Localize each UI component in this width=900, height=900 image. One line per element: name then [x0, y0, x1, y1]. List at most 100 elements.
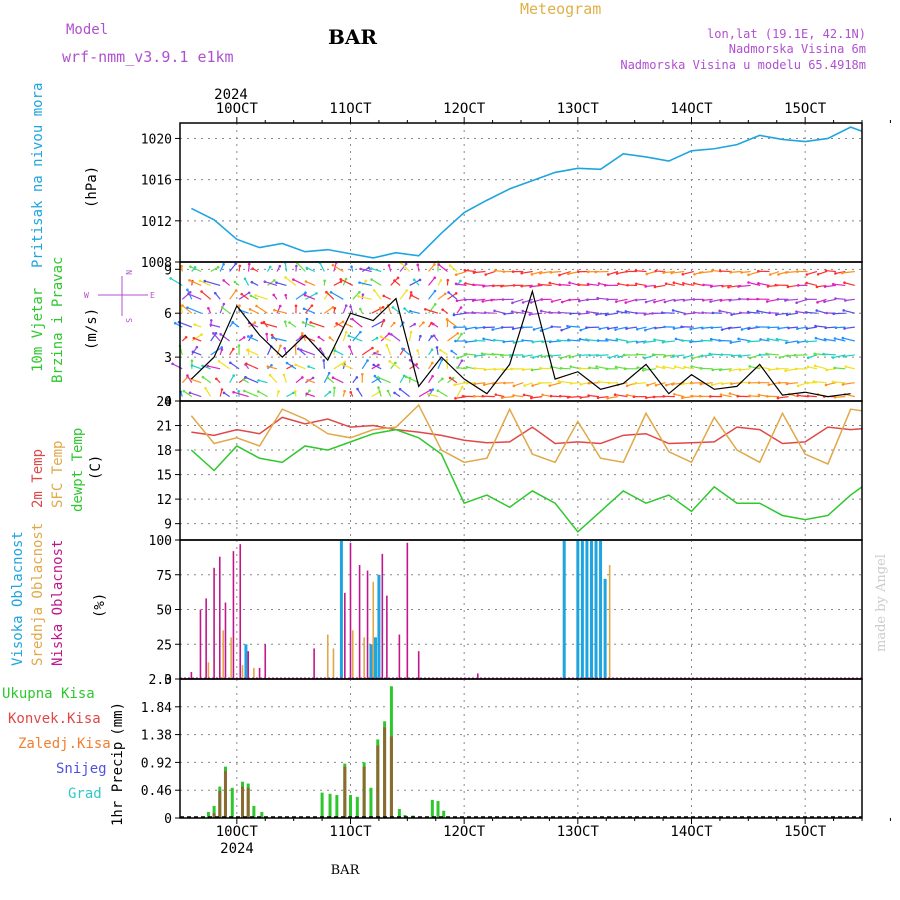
wind-arrow: [399, 263, 407, 272]
bottom-time-labels: 10OCT 11OCT 12OCT 13OCT 14OCT 15OCT: [216, 818, 891, 840]
wind-arrow: [187, 307, 202, 314]
wind-arrowhead: [275, 281, 278, 284]
wind-arrow: [256, 305, 268, 314]
wind-arrow: [618, 283, 628, 287]
low_cloud-bar: [205, 598, 207, 679]
wind-arrowhead: [328, 336, 332, 339]
wind-arrowhead: [775, 367, 779, 371]
dewpt-line: [190, 428, 863, 533]
wind-arrowhead: [606, 327, 610, 330]
wind-arrowhead: [558, 273, 561, 277]
wind-arrowhead: [214, 331, 218, 335]
wind-arrowhead: [482, 285, 485, 288]
top-time-label: 12OCT: [443, 101, 486, 117]
wind-arrow: [786, 382, 799, 385]
wind-arrowhead: [747, 381, 751, 385]
wind-arrowhead: [606, 273, 610, 276]
wind-arrowhead: [606, 396, 609, 400]
wind-arrowhead: [720, 353, 724, 356]
wind-arrowhead: [758, 365, 762, 369]
wind-arrowhead: [502, 340, 506, 344]
temp-ylabel-2m: 2m Temp: [30, 449, 46, 508]
low_cloud-bar: [239, 544, 242, 679]
wind-arrowhead: [343, 389, 346, 393]
wind-arrow: [702, 312, 713, 314]
wind-arrow: [597, 354, 609, 357]
wind-arrow: [684, 366, 694, 370]
wind-arrowhead: [268, 265, 272, 269]
wind-arrow: [833, 312, 846, 315]
wind-arrow: [549, 382, 562, 387]
wind-arrowhead: [757, 282, 760, 285]
wind-arrowhead: [654, 326, 657, 330]
top-time-label: 10OCT: [216, 101, 259, 117]
wind-arrow: [324, 306, 334, 314]
wind-arrowhead: [501, 368, 505, 372]
wind-arrowhead: [776, 297, 780, 301]
wind-arrow: [645, 326, 657, 331]
wind-arrow: [212, 332, 221, 342]
wind-arrow: [377, 376, 391, 384]
wind-arrowhead: [348, 345, 351, 348]
wind-arrowhead: [718, 269, 722, 273]
wind-arrow: [645, 284, 656, 288]
wind-arrowhead: [643, 356, 646, 360]
wind-arrow: [770, 270, 780, 276]
wind-arrowhead: [441, 377, 444, 381]
wind-arrowhead: [237, 344, 241, 347]
wind-arrowhead: [682, 282, 685, 285]
wind-arrow: [193, 337, 202, 342]
wind-arrowhead: [549, 394, 553, 398]
mid_cloud-bar: [222, 630, 224, 679]
wind-arrow: [272, 337, 287, 342]
wind-arrowhead: [614, 365, 618, 369]
wind-arrow: [730, 270, 742, 273]
high_cloud-bar: [594, 540, 598, 679]
wind-arrowhead: [759, 338, 762, 341]
wind-arrow: [232, 321, 240, 328]
wind-arrowhead: [326, 376, 330, 380]
wind-arrowhead: [333, 349, 337, 352]
wind-arrow: [559, 270, 571, 276]
wind-arrowhead: [188, 279, 191, 282]
wind-arrowhead: [718, 309, 721, 313]
wind-arrowhead: [357, 295, 360, 298]
wind-arrowhead: [588, 366, 591, 370]
wind-arrow: [293, 279, 306, 286]
wind-arrow: [817, 298, 827, 303]
wind-arrowhead: [681, 272, 685, 276]
ytick-label: 15: [156, 469, 172, 484]
wind-arrowhead: [437, 263, 441, 266]
wind-arrowhead: [548, 340, 552, 344]
wind-arrow: [399, 290, 408, 300]
wind-arrow: [672, 309, 685, 314]
wind-arrow: [806, 282, 818, 286]
wind-arrow: [561, 326, 571, 331]
total_precip-bar: [230, 787, 234, 818]
wind-arrowhead: [500, 284, 503, 288]
wind-arrow: [191, 364, 202, 370]
wind-arrow: [596, 312, 609, 315]
high_cloud-bar: [339, 540, 343, 679]
wind-arrowhead: [433, 263, 436, 266]
ytick-label: 0.92: [141, 756, 172, 771]
wind-arrowhead: [616, 310, 619, 313]
wind-arrowhead: [390, 333, 393, 336]
low_cloud-bar: [381, 553, 384, 679]
altitude-text: Nadmorska Visina 6m: [729, 42, 866, 56]
wind-arrowhead: [579, 396, 582, 399]
wind-arrowhead: [595, 365, 598, 368]
wind-arrow: [758, 282, 770, 287]
wind-arrow: [826, 270, 836, 273]
wind-arrowhead: [250, 334, 253, 338]
wind-arrowhead: [793, 353, 797, 357]
wind-arrow: [502, 396, 514, 399]
wind-arrow: [305, 280, 316, 286]
wind-arrowhead: [537, 283, 541, 286]
wind-arrowhead: [747, 281, 750, 284]
wind-arrowhead: [190, 359, 194, 363]
wind-arrowhead: [344, 304, 348, 307]
wind-arrowhead: [203, 279, 207, 283]
wind-arrow: [522, 298, 533, 303]
wind-arrowhead: [597, 282, 601, 285]
